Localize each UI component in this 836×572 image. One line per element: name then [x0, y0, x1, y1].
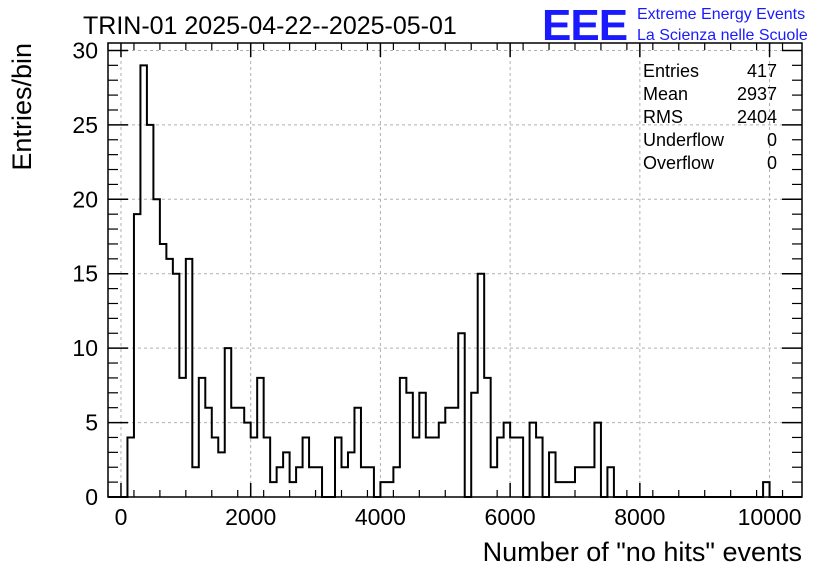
y-tick-label: 10 — [72, 335, 98, 361]
x-axis-title: Number of "no hits" events — [483, 537, 802, 567]
plot-frame — [107, 42, 803, 498]
eee-logo: EEE Extreme Energy Events La Scienza nel… — [542, 1, 808, 50]
y-tick-label: 20 — [72, 186, 98, 212]
stats-label: Entries — [643, 61, 699, 81]
stats-label: Underflow — [643, 130, 725, 150]
eee-logo-line2: La Scienza nelle Scuole — [637, 27, 808, 44]
grid-lines — [108, 43, 802, 497]
stats-label: Mean — [643, 84, 688, 104]
x-tick-label: 0 — [115, 504, 128, 530]
x-tick-labels: 0 2000 4000 6000 8000 10000 — [115, 504, 802, 530]
y-tick-label: 0 — [85, 484, 98, 510]
stats-value: 2937 — [737, 84, 777, 104]
stats-box: Entries 417 Mean 2937 RMS 2404 Underflow 0 Overf… — [643, 61, 777, 173]
x-tick-label: 6000 — [485, 504, 536, 530]
eee-logo-line1: Extreme Energy Events — [637, 6, 805, 23]
y-axis-title: Entries/bin — [7, 43, 37, 171]
y-tick-label: 25 — [72, 112, 98, 138]
axis-ticks — [107, 43, 802, 498]
y-tick-labels: 0 5 10 15 20 25 30 — [72, 37, 98, 510]
stats-value: 0 — [767, 130, 777, 150]
stats-label: Overflow — [643, 153, 715, 173]
y-tick-label: 5 — [85, 410, 98, 436]
y-tick-label: 15 — [72, 261, 98, 287]
x-tick-label: 8000 — [614, 504, 665, 530]
x-tick-label: 4000 — [355, 504, 406, 530]
stats-value: 417 — [747, 61, 777, 81]
stats-value: 0 — [767, 153, 777, 173]
chart-title: TRIN-01 2025-04-22--2025-05-01 — [83, 12, 457, 40]
x-tick-label: 10000 — [738, 504, 802, 530]
stats-value: 2404 — [737, 107, 777, 127]
y-tick-label: 30 — [72, 37, 98, 63]
eee-logo-mark: EEE — [542, 1, 627, 50]
stats-label: RMS — [643, 107, 683, 127]
x-tick-label: 2000 — [225, 504, 276, 530]
